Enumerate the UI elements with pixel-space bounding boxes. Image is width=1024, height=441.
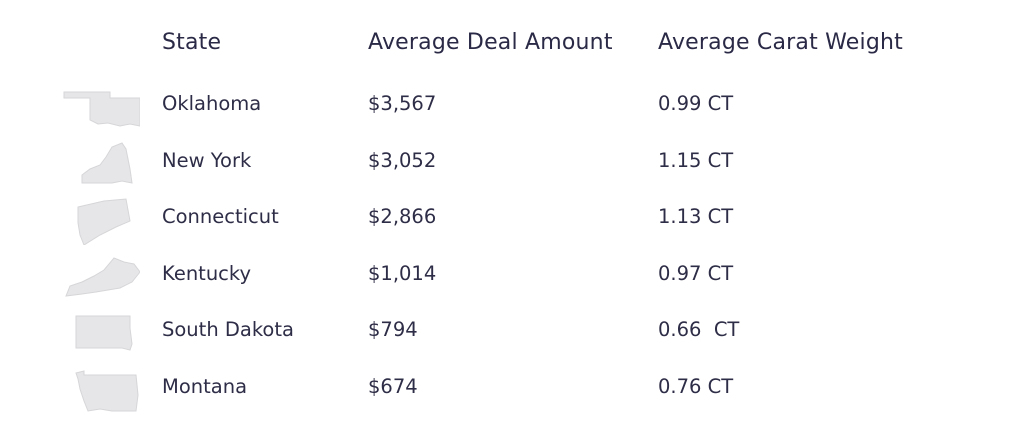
state-name: Oklahoma bbox=[162, 92, 262, 115]
average-carat-weight: 0.76 CT bbox=[658, 374, 734, 398]
table-row: New York $3,052 1.15 CT bbox=[0, 135, 1024, 192]
column-header-average-carat-weight: Average Carat Weight bbox=[658, 30, 903, 55]
average-deal-amount: $2,866 bbox=[368, 205, 437, 228]
table-row: Montana $674 0.76 CT bbox=[0, 361, 1024, 418]
connecticut-shape-icon bbox=[60, 195, 140, 245]
table-body: Oklahoma $3,567 0.99 CT New York $3,052 … bbox=[0, 78, 1024, 417]
average-deal-amount: $794 bbox=[368, 318, 418, 341]
table-header: State Average Deal Amount Average Carat … bbox=[0, 30, 1024, 64]
column-header-state: State bbox=[162, 30, 222, 55]
state-name: Montana bbox=[162, 374, 248, 398]
state-name: Connecticut bbox=[162, 205, 279, 228]
average-carat-weight: 0.66 CT bbox=[658, 318, 740, 341]
new-york-shape-icon bbox=[60, 139, 140, 189]
average-carat-weight: 0.99 CT bbox=[658, 92, 734, 115]
average-carat-weight: 1.15 CT bbox=[658, 148, 734, 172]
table-row: Connecticut $2,866 1.13 CT bbox=[0, 191, 1024, 248]
average-deal-amount: $674 bbox=[368, 374, 418, 398]
table-row: South Dakota $794 0.66 CT bbox=[0, 304, 1024, 361]
south-dakota-shape-icon bbox=[60, 308, 140, 358]
state-name: South Dakota bbox=[162, 318, 294, 341]
average-carat-weight: 0.97 CT bbox=[658, 261, 734, 285]
montana-shape-icon bbox=[60, 365, 140, 415]
state-name: New York bbox=[162, 148, 252, 172]
average-deal-amount: $3,567 bbox=[368, 92, 437, 115]
average-deal-amount: $1,014 bbox=[368, 261, 437, 285]
oklahoma-shape-icon bbox=[60, 82, 140, 132]
average-carat-weight: 1.13 CT bbox=[658, 205, 734, 228]
table-row: Oklahoma $3,567 0.99 CT bbox=[0, 78, 1024, 135]
kentucky-shape-icon bbox=[60, 252, 140, 302]
average-deal-amount: $3,052 bbox=[368, 148, 437, 172]
table-row: Kentucky $1,014 0.97 CT bbox=[0, 248, 1024, 305]
column-header-average-deal-amount: Average Deal Amount bbox=[368, 30, 613, 55]
state-name: Kentucky bbox=[162, 261, 252, 285]
